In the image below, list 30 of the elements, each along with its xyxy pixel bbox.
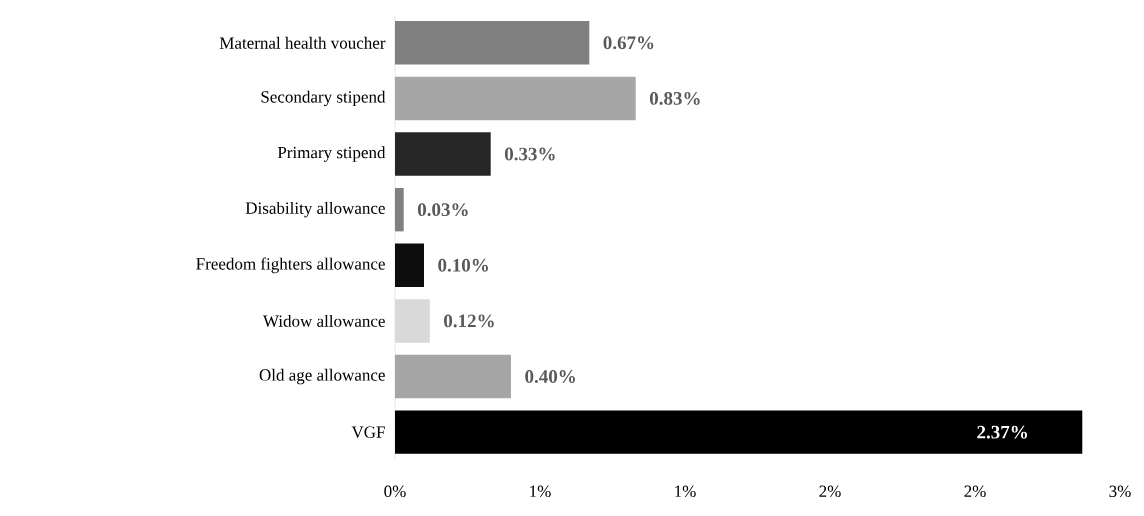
data-label: 0.67% <box>603 36 654 50</box>
bar <box>395 76 636 121</box>
data-label: 0.03% <box>417 203 468 217</box>
y-tick-label: VGF <box>351 426 385 438</box>
bar <box>395 21 590 65</box>
x-tick-label: 2% <box>819 485 841 498</box>
y-tick-label: Freedom fighters allowance <box>196 257 385 274</box>
data-label: 0.12% <box>444 314 494 328</box>
data-label: 0.33% <box>504 147 555 161</box>
y-tick-label: Old age allowance <box>259 368 385 385</box>
y-tick-label: Widow allowance <box>262 314 385 327</box>
bar <box>395 299 430 343</box>
bar <box>395 187 404 232</box>
x-tick-label: 0% <box>384 485 406 498</box>
bar <box>395 410 1083 454</box>
data-label: 0.10% <box>438 258 488 272</box>
bar <box>395 132 491 176</box>
x-tick-label: 1% <box>675 485 696 498</box>
x-tick-label: 3% <box>1109 485 1131 498</box>
data-label: 2.37% <box>977 425 1027 439</box>
data-label: 0.40% <box>525 370 575 384</box>
bar <box>395 354 511 399</box>
bar <box>395 243 424 287</box>
y-tick-label: Maternal health voucher <box>219 36 386 49</box>
y-tick-label: Secondary stipend <box>261 90 386 107</box>
x-tick-label: 1% <box>530 485 551 498</box>
x-tick-label: 2% <box>964 485 986 498</box>
data-label: 0.83% <box>649 92 700 105</box>
y-tick-label: Primary stipend <box>277 146 386 162</box>
y-tick-label: Disability allowance <box>245 201 385 218</box>
